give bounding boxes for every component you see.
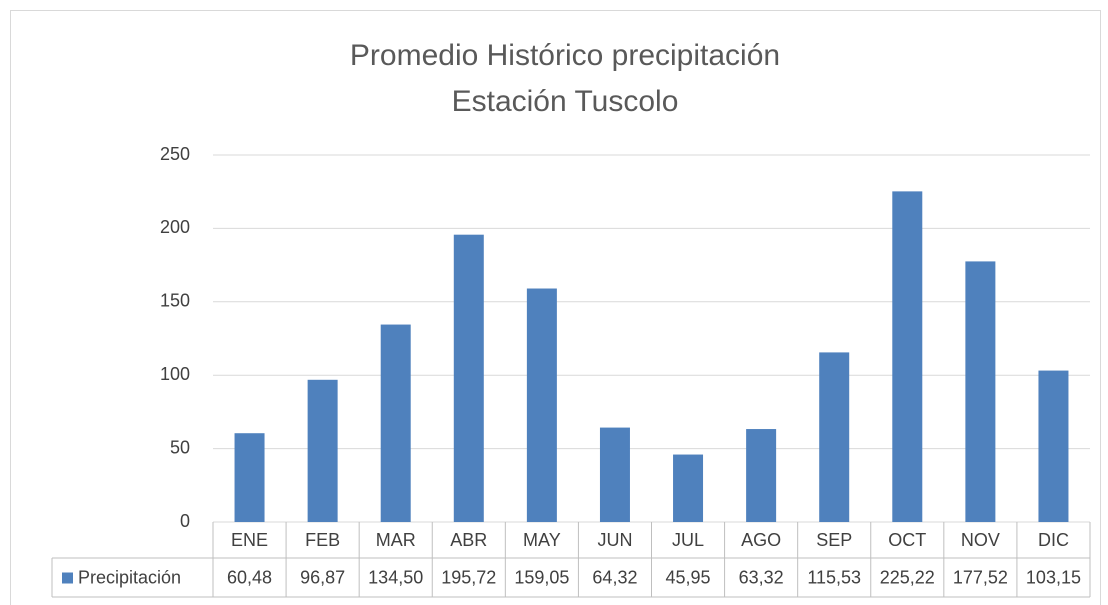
bar	[526, 288, 557, 522]
data-label: 195,72	[441, 567, 496, 587]
legend-swatch	[62, 572, 73, 584]
x-tick-label: OCT	[888, 530, 926, 550]
data-label: 134,50	[368, 567, 423, 587]
y-tick-label: 100	[160, 364, 190, 384]
data-label: 159,05	[514, 567, 569, 587]
x-tick-label: SEP	[816, 530, 852, 550]
chart-border	[10, 10, 1101, 605]
x-tick-label: MAY	[523, 530, 561, 550]
bar	[307, 379, 338, 522]
bar	[673, 454, 704, 522]
bar	[965, 261, 996, 522]
legend-label: Precipitación	[78, 567, 181, 587]
data-label: 45,95	[666, 567, 711, 587]
x-tick-label: MAR	[376, 530, 416, 550]
y-tick-label: 150	[160, 291, 190, 311]
y-tick-label: 250	[160, 144, 190, 164]
x-tick-label: ENE	[231, 530, 268, 550]
y-tick-label: 200	[160, 217, 190, 237]
data-label: 96,87	[300, 567, 345, 587]
bar	[819, 352, 850, 522]
chart-title: Promedio Histórico precipitación	[350, 39, 780, 72]
data-label: 177,52	[953, 567, 1008, 587]
data-label: 225,22	[880, 567, 935, 587]
x-tick-label: FEB	[305, 530, 340, 550]
x-tick-label: ABR	[450, 530, 487, 550]
x-tick-label: DIC	[1038, 530, 1069, 550]
y-tick-label: 50	[170, 437, 190, 457]
x-tick-label: AGO	[741, 530, 781, 550]
data-label: 115,53	[807, 567, 861, 587]
x-tick-label: JUN	[597, 530, 632, 550]
bar	[746, 429, 777, 522]
data-label: 103,15	[1026, 567, 1081, 587]
bar	[453, 234, 484, 522]
data-label: 64,32	[592, 567, 637, 587]
bar	[380, 324, 411, 522]
data-label: 63,32	[739, 567, 784, 587]
chart-title: Estación Tuscolo	[452, 85, 679, 118]
bar	[892, 191, 923, 522]
bar	[599, 427, 630, 522]
data-label: 60,48	[227, 567, 272, 587]
x-tick-label: JUL	[672, 530, 704, 550]
y-tick-label: 0	[180, 511, 190, 531]
bar	[234, 433, 265, 522]
bar	[1038, 370, 1069, 522]
x-tick-label: NOV	[961, 530, 1000, 550]
